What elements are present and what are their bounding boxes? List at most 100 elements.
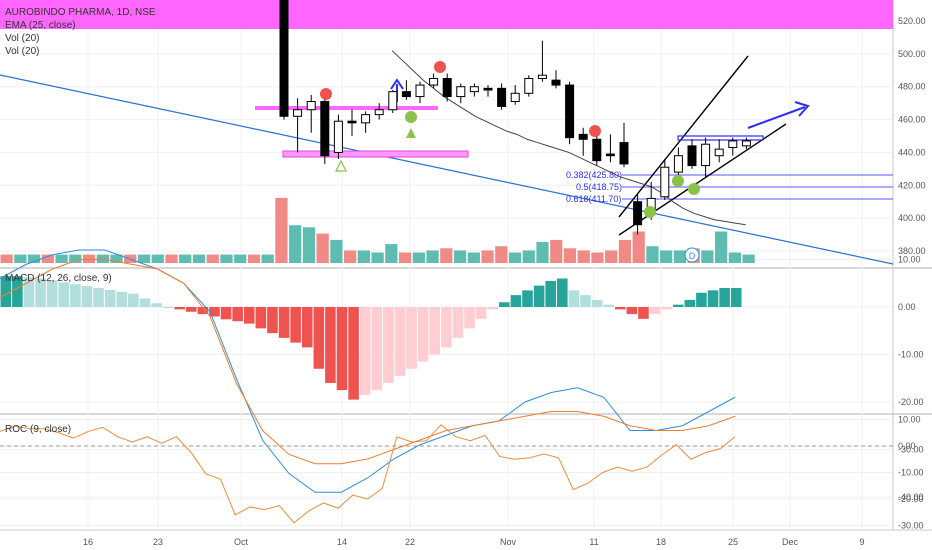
macd-tick-label: 10.00: [898, 255, 921, 265]
breakout-arrow-icon: [747, 101, 810, 129]
macd-histogram-bar: [510, 295, 522, 307]
volume-bar: [14, 254, 27, 263]
chart-title: AUROBINDO PHARMA, 1D, NSE: [5, 7, 156, 18]
ema-line: [391, 50, 746, 226]
candle-body: [592, 138, 602, 162]
macd-histogram-bar: [23, 277, 35, 307]
volume-bar: [69, 254, 82, 263]
roc-tick-label: -10.00: [898, 468, 924, 478]
macd-histogram-bar: [151, 303, 162, 307]
candle-body: [293, 109, 303, 117]
candle-body: [442, 78, 452, 98]
time-tick-label: 9: [859, 537, 864, 547]
candle-body: [701, 143, 711, 167]
macd-histogram-bar: [429, 307, 441, 355]
candle-body: [728, 140, 738, 149]
volume-bar: [275, 197, 288, 263]
volume-bar: [495, 246, 508, 263]
macd-histogram-bar: [475, 307, 487, 319]
macd-histogram-bar: [487, 307, 499, 310]
price-tick-label: 440.00: [898, 147, 926, 157]
macd-histogram-bar: [626, 307, 638, 315]
macd-tick-label: 0.00: [898, 302, 916, 312]
dividend-marker-icon[interactable]: [684, 247, 700, 263]
candle-body: [619, 142, 629, 165]
fib-label: 0.382(425.80): [566, 170, 622, 180]
candle-body: [388, 91, 398, 111]
macd-histogram-bar: [394, 307, 406, 376]
volume-bar: [426, 250, 439, 263]
candle-body: [510, 92, 520, 102]
volume-bar: [220, 254, 233, 263]
fib-label: 0.5(418.75): [576, 182, 622, 192]
macd-histogram-bar: [58, 282, 70, 307]
macd-histogram-bar: [0, 276, 12, 307]
macd-histogram-bar: [638, 307, 649, 319]
macd-polyline: [0, 249, 736, 493]
ema-polyline: [391, 50, 746, 226]
macd-histogram-bar: [232, 307, 243, 322]
volume-bar: [605, 250, 618, 263]
macd-tick-label: -30.00: [898, 445, 924, 455]
time-tick-label: 23: [153, 537, 163, 547]
buy-signal-dot: [688, 183, 700, 195]
candles: [279, 0, 751, 235]
legend-vol: Vol (20): [5, 33, 39, 44]
macd-histogram-bar: [591, 299, 603, 307]
macd-histogram-bar: [499, 302, 510, 307]
sell-signal-dot: [320, 88, 332, 100]
candle-body: [687, 145, 697, 167]
macd-histogram-bar: [128, 293, 139, 307]
macd-legend: MACD (12, 26, close, 9): [5, 273, 112, 284]
candle-body: [524, 78, 534, 94]
candle-body: [497, 87, 507, 107]
buy-signal-dot: [405, 111, 417, 123]
macd-histogram-bar: [649, 307, 661, 315]
volume-bar: [357, 250, 370, 263]
buy-triangle-icon: [406, 128, 416, 138]
volume-bar: [55, 254, 68, 263]
resistance-band: [255, 106, 438, 110]
axis-labels: 380.00 400.00 420.00 440.00 460.00 480.00 500.…: [83, 16, 926, 547]
macd-histogram-bar: [70, 284, 81, 307]
macd-histogram-bar: [93, 288, 104, 307]
macd-lines: [0, 249, 736, 493]
volume-bar: [302, 227, 316, 263]
macd-histogram-bar: [359, 307, 371, 395]
macd-histogram-bar: [313, 307, 325, 369]
roc-line: [0, 424, 736, 524]
candle-body: [456, 86, 466, 98]
price-tick-label: 420.00: [898, 180, 926, 190]
candle-body: [469, 86, 479, 93]
volume-bar: [481, 250, 494, 263]
trendline[interactable]: [0, 74, 894, 265]
macd-tick-label: -10.00: [898, 350, 924, 360]
macd-histogram-bar: [348, 307, 359, 400]
macd-histogram-bar: [278, 307, 290, 338]
macd-histogram-bar: [557, 278, 568, 307]
macd-histogram-bar: [545, 280, 556, 307]
volume-bar: [577, 250, 590, 263]
price-tick-label: 380.00: [898, 246, 926, 256]
macd-histogram-bar: [12, 276, 23, 307]
volume-bar: [137, 254, 151, 263]
volume-bar: [27, 254, 41, 263]
volume-bar: [385, 244, 398, 263]
volume-bar: [715, 231, 728, 263]
macd-histogram-bar: [661, 307, 672, 310]
roc-tick-label: 0.00: [898, 441, 916, 451]
roc-tick-label: 10.00: [898, 415, 921, 425]
price-tick-label: 400.00: [898, 213, 926, 223]
macd-histogram-bar: [371, 307, 383, 391]
price-tick-label: 460.00: [898, 115, 926, 125]
legend-vol-2: Vol (20): [5, 46, 39, 57]
macd-histogram-bar: [301, 307, 313, 348]
time-tick-label: 16: [83, 537, 93, 547]
candle-body: [415, 84, 425, 98]
macd-histogram-bar: [568, 290, 580, 307]
macd-histogram-bar: [614, 307, 626, 310]
volume-bar: [467, 252, 480, 263]
macd-histogram-bar: [406, 307, 417, 369]
time-tick-label: Oct: [234, 537, 249, 547]
